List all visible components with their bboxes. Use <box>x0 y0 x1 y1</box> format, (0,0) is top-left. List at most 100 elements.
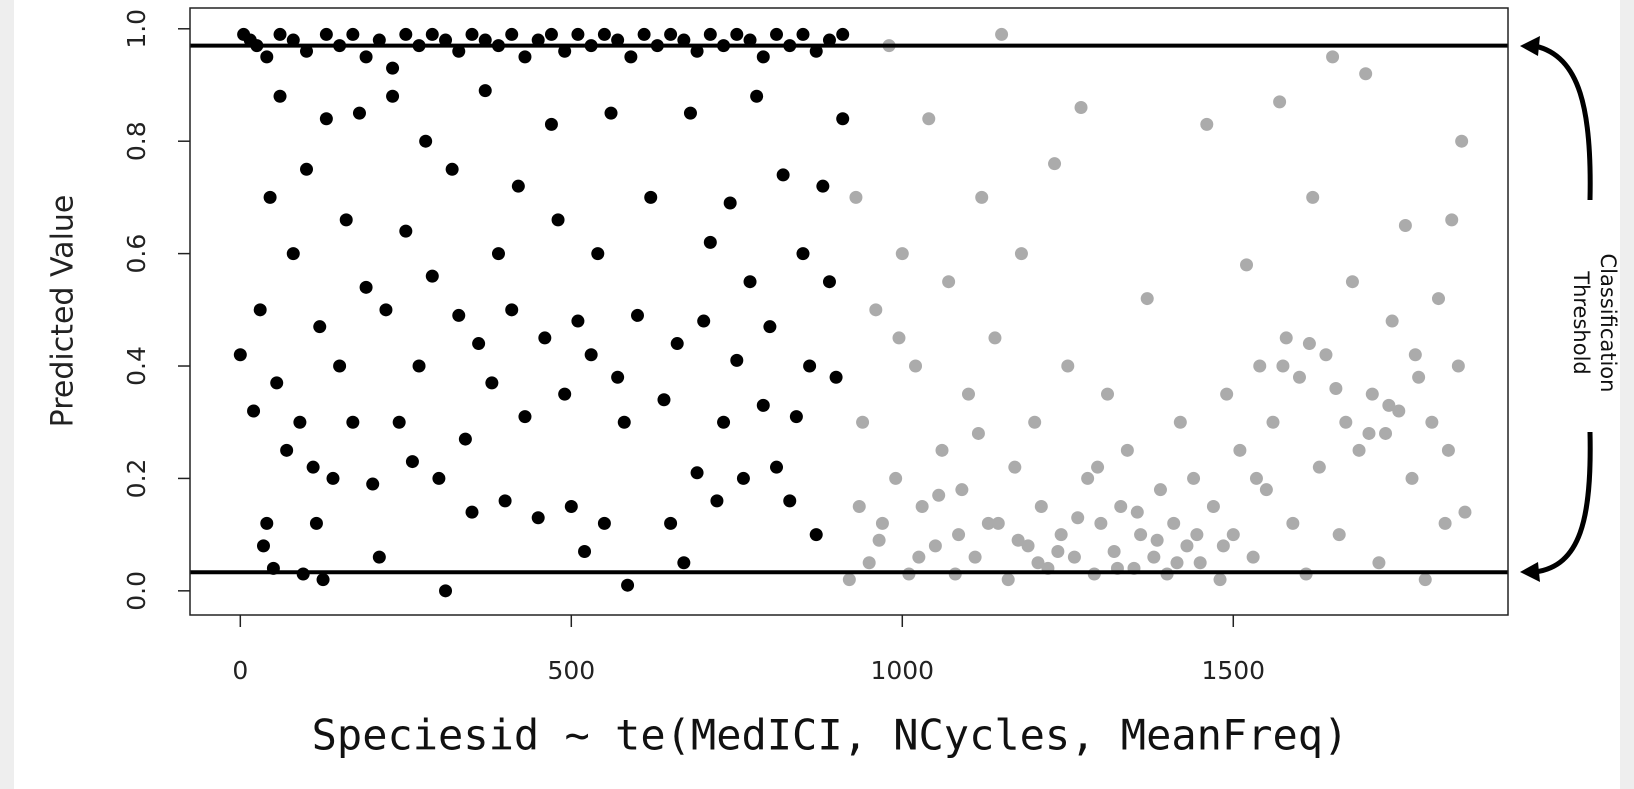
x-tick-label: 1500 <box>1201 656 1265 685</box>
point <box>273 27 287 41</box>
point <box>750 89 764 103</box>
point <box>313 320 327 334</box>
point <box>1279 331 1293 345</box>
point <box>1167 516 1181 530</box>
canvas <box>14 0 1620 789</box>
point <box>869 303 883 317</box>
point <box>1190 528 1204 542</box>
point <box>763 320 777 334</box>
point <box>346 27 360 41</box>
y-axis-label: Predicted Value <box>46 195 81 428</box>
annotation-line: Classification <box>1596 254 1620 393</box>
point <box>439 584 453 598</box>
point <box>1359 67 1373 81</box>
point <box>1332 528 1346 542</box>
x-tick-label: 500 <box>547 656 595 685</box>
y-tick-label: 0.0 <box>122 571 151 611</box>
point <box>260 50 274 64</box>
point <box>1276 359 1290 373</box>
point <box>952 528 966 542</box>
point <box>379 303 393 317</box>
point <box>776 168 790 182</box>
point <box>339 213 353 227</box>
point <box>670 337 684 351</box>
point <box>1200 117 1214 131</box>
point <box>1253 359 1267 373</box>
point <box>505 303 519 317</box>
point <box>717 415 731 429</box>
annotation-line: Threshold <box>1569 270 1593 375</box>
point <box>1180 539 1194 553</box>
point <box>1372 556 1386 570</box>
point <box>1134 528 1148 542</box>
point <box>293 415 307 429</box>
point <box>498 494 512 508</box>
point <box>465 27 479 41</box>
point <box>352 106 366 120</box>
point <box>1362 426 1376 440</box>
point <box>247 404 261 418</box>
point <box>511 179 525 193</box>
point <box>300 162 314 176</box>
point <box>1173 415 1187 429</box>
point <box>1352 443 1366 457</box>
point <box>1120 443 1134 457</box>
point <box>286 33 300 47</box>
point <box>319 27 333 41</box>
point <box>1339 415 1353 429</box>
point <box>551 213 565 227</box>
point <box>1445 213 1459 227</box>
point <box>1412 370 1426 384</box>
point <box>1273 95 1287 109</box>
point <box>1153 483 1167 497</box>
point <box>935 443 949 457</box>
point <box>544 27 558 41</box>
point <box>743 275 757 289</box>
point <box>915 500 929 514</box>
point <box>1345 275 1359 289</box>
point <box>991 516 1005 530</box>
point <box>875 516 889 530</box>
point <box>1048 157 1062 171</box>
point <box>783 494 797 508</box>
point <box>412 359 426 373</box>
point <box>912 550 926 564</box>
point <box>617 415 631 429</box>
point <box>1379 426 1393 440</box>
point <box>1425 415 1439 429</box>
point <box>263 190 277 204</box>
point <box>1451 359 1465 373</box>
point <box>584 348 598 362</box>
point <box>690 466 704 480</box>
point <box>1014 247 1028 261</box>
point <box>518 410 532 424</box>
point <box>1206 500 1220 514</box>
point <box>1398 219 1412 233</box>
point <box>597 516 611 530</box>
point <box>683 106 697 120</box>
point <box>478 33 492 47</box>
point <box>1130 505 1144 519</box>
point <box>531 511 545 525</box>
point <box>836 27 850 41</box>
point <box>895 247 909 261</box>
point <box>889 471 903 485</box>
point <box>564 500 578 514</box>
point <box>419 134 433 148</box>
point <box>1220 387 1234 401</box>
point <box>1382 398 1396 412</box>
point <box>664 516 678 530</box>
point <box>1438 516 1452 530</box>
point <box>1226 528 1240 542</box>
point <box>1140 292 1154 306</box>
point <box>1326 50 1340 64</box>
y-tick-label: 0.2 <box>122 459 151 499</box>
point <box>856 415 870 429</box>
point <box>730 353 744 367</box>
point <box>822 33 836 47</box>
point <box>1441 443 1455 457</box>
arrow <box>1534 43 1593 201</box>
point <box>538 331 552 345</box>
point <box>664 27 678 41</box>
